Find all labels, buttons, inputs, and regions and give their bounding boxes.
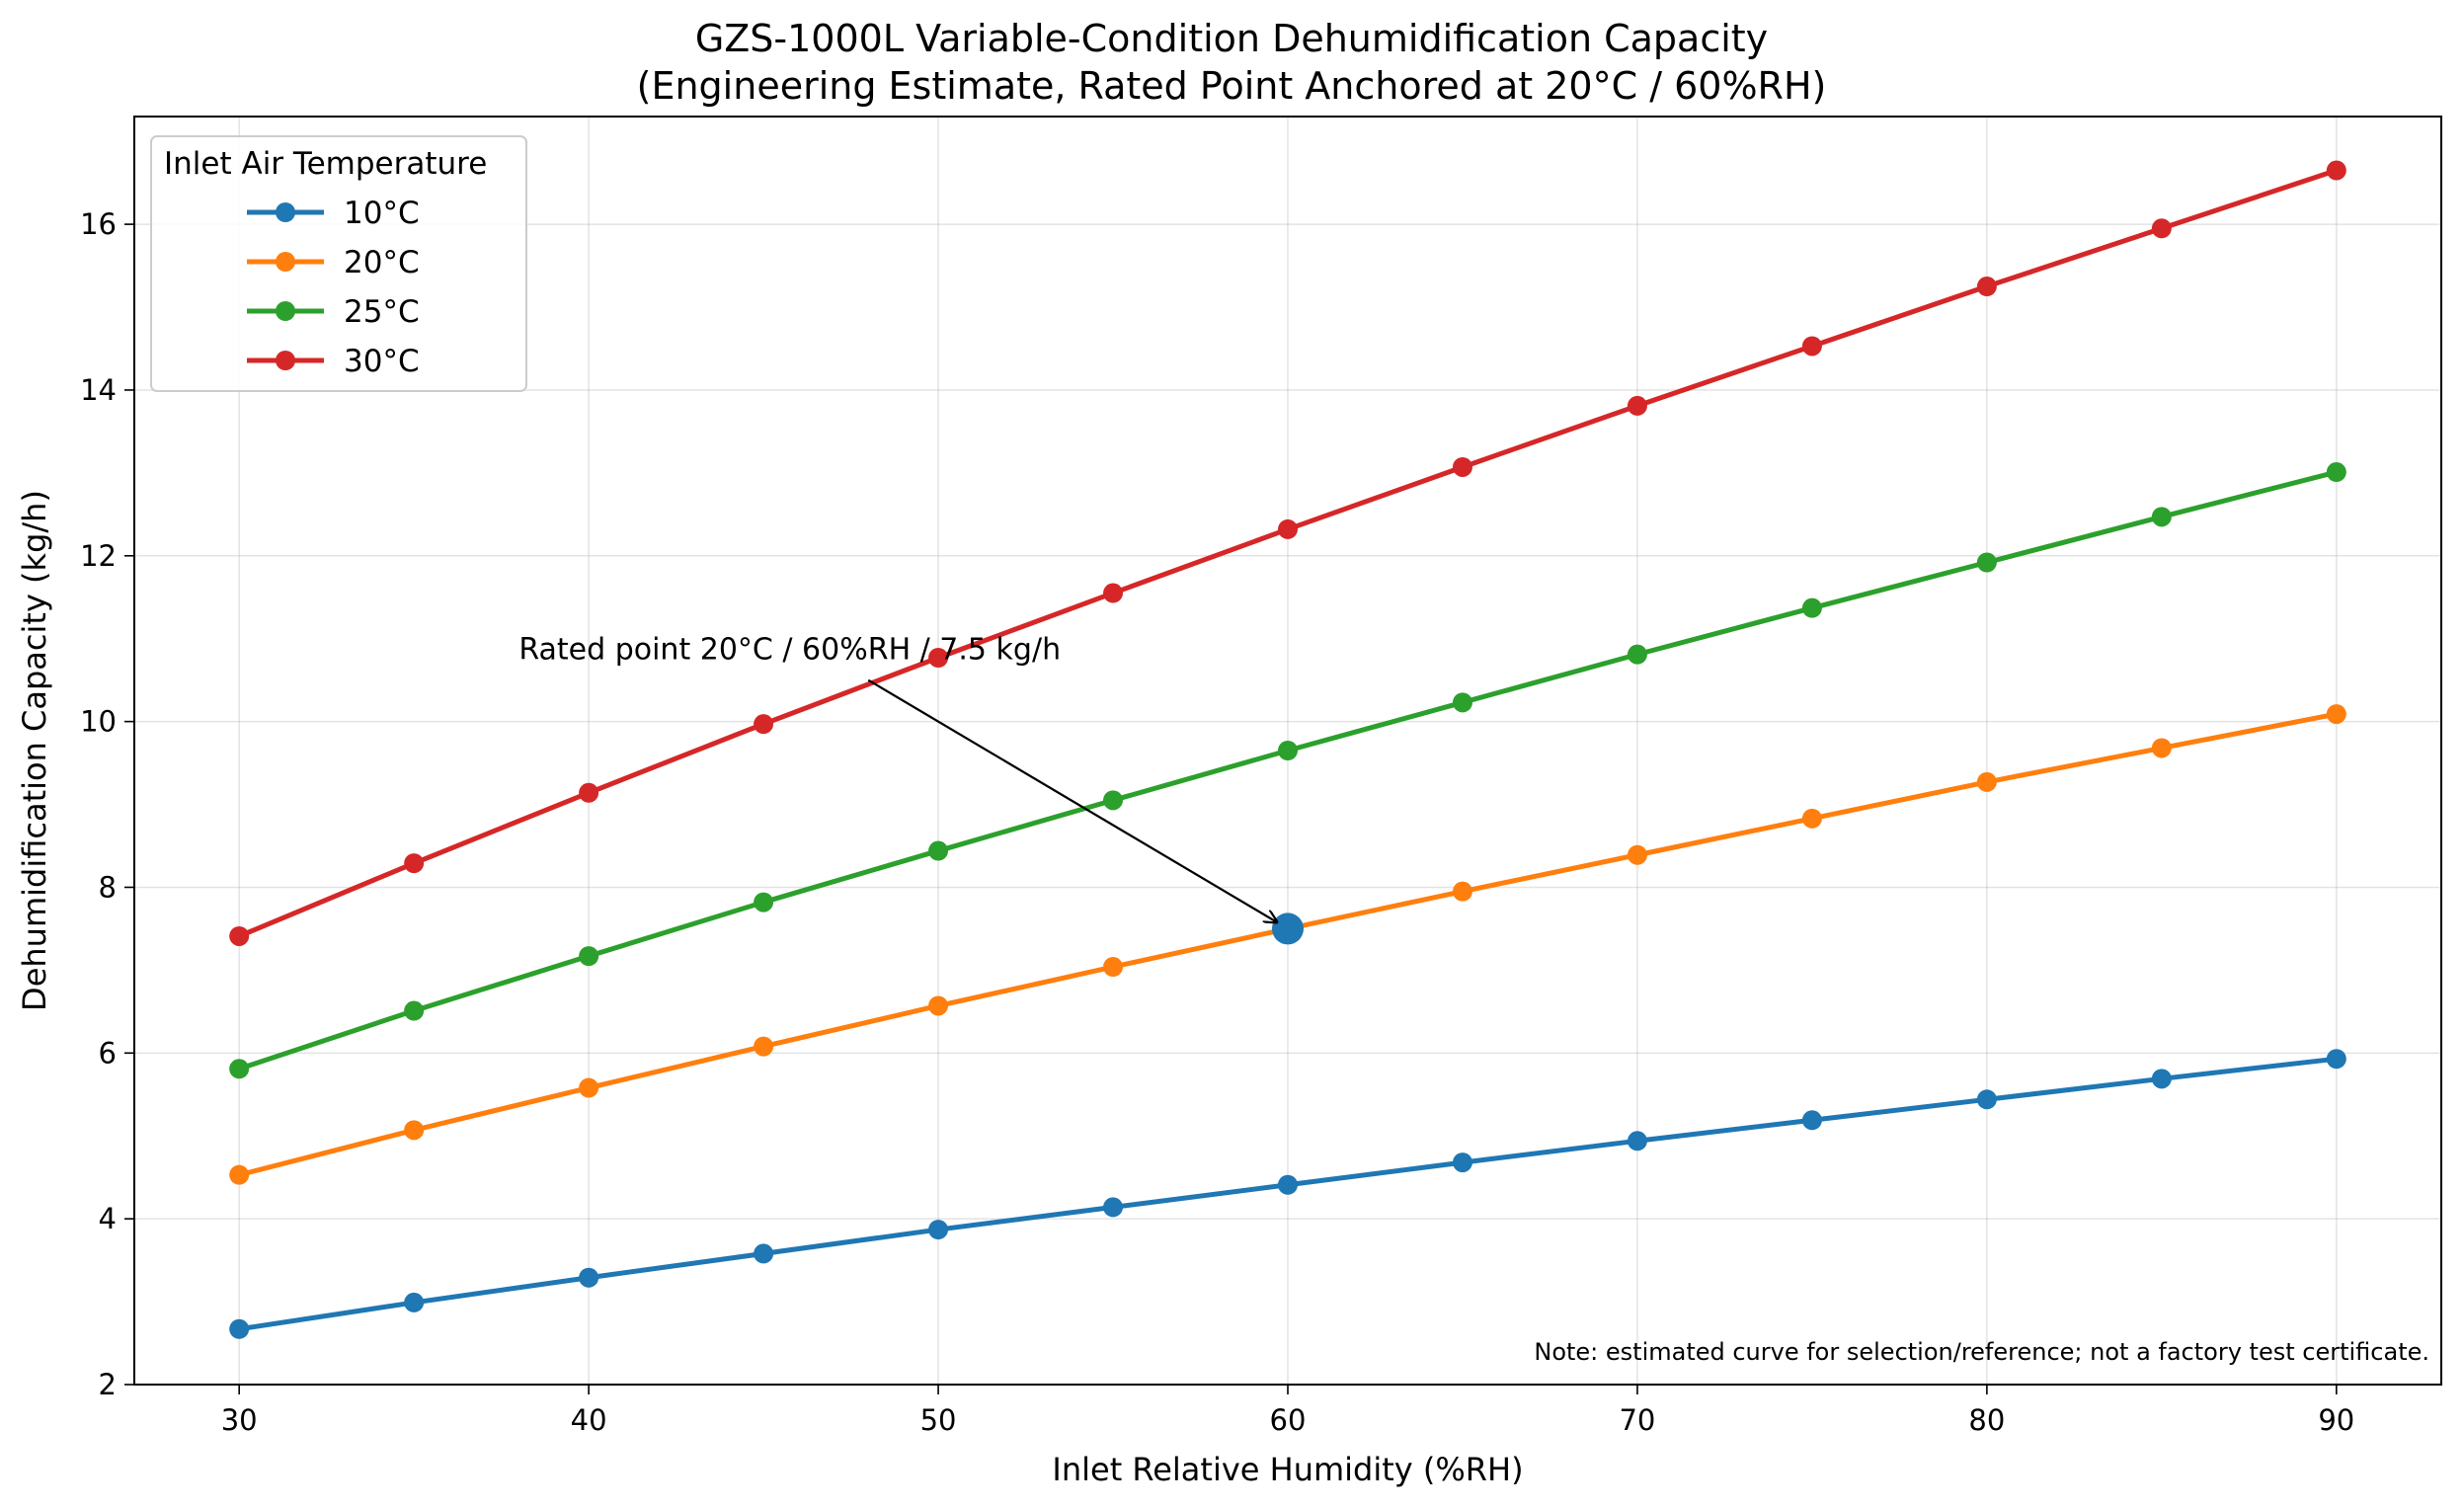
data-point bbox=[579, 782, 599, 803]
axes-frame bbox=[133, 116, 2442, 1386]
data-point bbox=[2151, 507, 2172, 527]
x-tick-label: 70 bbox=[1619, 1403, 1655, 1437]
data-point bbox=[1627, 1131, 1647, 1152]
data-point bbox=[928, 995, 949, 1016]
data-point bbox=[2326, 1049, 2346, 1070]
legend-swatch-marker bbox=[276, 202, 295, 222]
note-text: Note: estimated curve for selection/refe… bbox=[1534, 1338, 2429, 1366]
data-point bbox=[2151, 738, 2172, 758]
data-point bbox=[404, 1292, 425, 1312]
y-tick-label: 10 bbox=[80, 705, 117, 739]
legend-label: 25°C bbox=[344, 294, 420, 330]
x-axis: 30 40 50 60 70 80 90 bbox=[221, 1385, 2354, 1437]
series-25°C bbox=[229, 462, 2346, 1079]
y-tick-label: 16 bbox=[80, 207, 117, 241]
legend-title: Inlet Air Temperature bbox=[164, 146, 487, 182]
data-point bbox=[579, 946, 599, 967]
data-point bbox=[229, 1059, 250, 1079]
annotation-text: Rated point 20°C / 60%RH / 7.5 kg/h bbox=[518, 633, 1061, 668]
data-point bbox=[1976, 277, 1997, 297]
data-point bbox=[229, 1318, 250, 1339]
data-point bbox=[404, 1120, 425, 1141]
data-point bbox=[1801, 808, 1822, 829]
y-axis: 2 4 6 8 10 12 14 16 bbox=[80, 207, 134, 1401]
data-point bbox=[1801, 1110, 1822, 1131]
legend-entries: 10°C 20°C 25°C 30°C bbox=[247, 196, 420, 379]
data-point bbox=[579, 1267, 599, 1288]
data-point bbox=[1278, 1174, 1298, 1195]
legend-entry: 30°C bbox=[247, 344, 420, 379]
legend-entry: 25°C bbox=[247, 294, 420, 330]
grid bbox=[134, 117, 2441, 1386]
data-point bbox=[404, 1000, 425, 1021]
y-tick-label: 4 bbox=[99, 1202, 117, 1235]
data-point bbox=[754, 892, 774, 913]
x-axis-label: Inlet Relative Humidity (%RH) bbox=[1052, 1451, 1523, 1488]
data-point bbox=[229, 925, 250, 946]
data-point bbox=[1976, 771, 1997, 792]
data-point bbox=[1801, 336, 1822, 357]
data-point bbox=[2151, 1069, 2172, 1089]
data-point bbox=[1627, 644, 1647, 665]
legend-label: 30°C bbox=[344, 344, 420, 379]
data-point bbox=[928, 840, 949, 861]
x-tick-label: 80 bbox=[1968, 1403, 2005, 1437]
data-point bbox=[1103, 1197, 1124, 1218]
data-point bbox=[1103, 790, 1124, 811]
y-tick-label: 6 bbox=[99, 1036, 117, 1070]
data-point bbox=[1627, 395, 1647, 416]
series-10°C bbox=[229, 1049, 2346, 1339]
rated-point-marker bbox=[1272, 913, 1304, 945]
data-point bbox=[229, 1164, 250, 1185]
data-point bbox=[1278, 741, 1298, 760]
data-point bbox=[2326, 462, 2346, 483]
legend-swatch-marker bbox=[276, 351, 295, 370]
chart-subtitle: (Engineering Estimate, Rated Point Ancho… bbox=[637, 64, 1827, 108]
x-tick-label: 30 bbox=[221, 1403, 258, 1437]
data-point bbox=[2151, 218, 2172, 239]
data-point bbox=[1976, 552, 1997, 573]
data-point bbox=[928, 648, 949, 669]
data-point bbox=[1103, 583, 1124, 603]
legend-box bbox=[150, 135, 527, 392]
data-point bbox=[2326, 160, 2346, 181]
x-tick-label: 60 bbox=[1270, 1403, 1307, 1437]
data-point bbox=[1976, 1089, 1997, 1110]
data-point bbox=[2326, 704, 2346, 725]
chart-title: GZS-1000L Variable-Condition Dehumidific… bbox=[695, 17, 1768, 60]
legend-entry: 20°C bbox=[247, 245, 420, 280]
data-point bbox=[1278, 518, 1298, 539]
data-point bbox=[1452, 456, 1472, 477]
data-point bbox=[579, 1077, 599, 1098]
y-tick-label: 8 bbox=[99, 870, 117, 904]
data-point bbox=[1103, 957, 1124, 978]
x-tick-label: 90 bbox=[2318, 1403, 2354, 1437]
data-point bbox=[1452, 881, 1472, 902]
x-tick-label: 40 bbox=[571, 1403, 607, 1437]
legend-swatch-marker bbox=[276, 301, 295, 321]
data-point bbox=[1627, 844, 1647, 865]
legend-label: 20°C bbox=[344, 245, 420, 280]
legend-swatch-marker bbox=[276, 252, 295, 272]
legend-label: 10°C bbox=[344, 196, 420, 231]
series-layer bbox=[229, 160, 2346, 1339]
data-point bbox=[1801, 597, 1822, 618]
y-tick-label: 2 bbox=[99, 1368, 117, 1401]
data-point bbox=[928, 1220, 949, 1240]
y-tick-label: 12 bbox=[80, 539, 117, 573]
legend-entry: 10°C bbox=[247, 196, 420, 231]
series-30°C bbox=[229, 160, 2346, 946]
data-point bbox=[754, 1243, 774, 1264]
data-point bbox=[1452, 692, 1472, 713]
x-tick-label: 50 bbox=[920, 1403, 957, 1437]
legend: Inlet Air Temperature 10°C 20°C 25°C 30°C bbox=[150, 135, 527, 392]
data-point bbox=[404, 853, 425, 874]
data-point bbox=[1452, 1152, 1472, 1173]
y-tick-label: 14 bbox=[80, 373, 117, 407]
annotation-arrow bbox=[867, 678, 1278, 923]
data-point bbox=[754, 1036, 774, 1057]
data-point bbox=[754, 714, 774, 735]
y-axis-label: Dehumidification Capacity (kg/h) bbox=[16, 490, 53, 1011]
